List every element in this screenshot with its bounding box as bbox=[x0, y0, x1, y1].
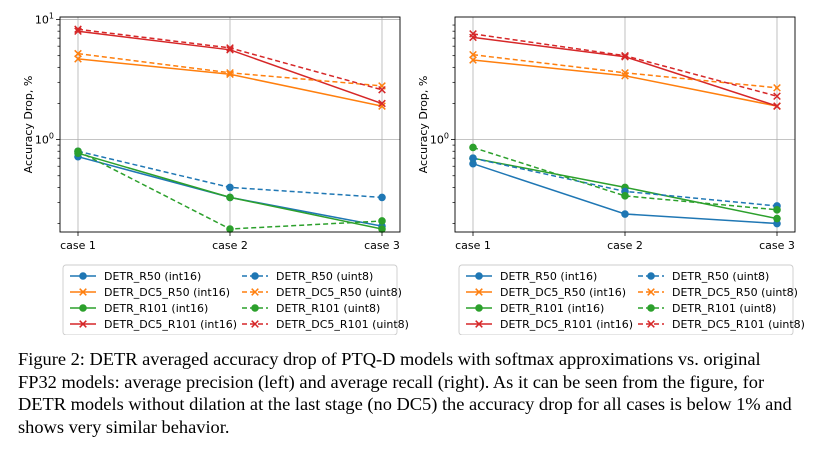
data-point-x bbox=[469, 50, 477, 59]
legend-marker-x bbox=[251, 320, 259, 328]
y-axis-label: Accuracy Drop, % bbox=[417, 76, 430, 174]
legend-marker-circle bbox=[475, 304, 483, 312]
data-point-x bbox=[226, 68, 234, 77]
legend-marker-circle bbox=[79, 272, 87, 280]
data-point-circle bbox=[773, 214, 781, 223]
legend-label: DETR_R50 (int16) bbox=[104, 270, 201, 283]
data-point-circle bbox=[74, 147, 82, 156]
data-point-circle bbox=[378, 217, 386, 225]
legend-marker-circle bbox=[647, 272, 655, 280]
data-point-x bbox=[773, 83, 781, 92]
legend-marker-circle bbox=[251, 304, 259, 312]
y-tick-label: 101 bbox=[35, 12, 54, 27]
figure-caption: Figure 2: DETR averaged accuracy drop of… bbox=[18, 349, 792, 437]
data-point-x bbox=[621, 68, 629, 77]
legend-marker-x bbox=[475, 288, 483, 296]
x-tick-label: case 2 bbox=[607, 239, 643, 252]
legend-label: DETR_DC5_R101 (uint8) bbox=[276, 318, 409, 331]
data-point-x bbox=[226, 70, 234, 79]
data-point-x bbox=[469, 30, 477, 38]
legend-label: DETR_DC5_R101 (uint8) bbox=[672, 318, 805, 331]
legend-label: DETR_R101 (int16) bbox=[500, 302, 604, 315]
legend-label: DETR_R101 (int16) bbox=[104, 302, 208, 315]
legend-label: DETR_DC5_R50 (uint8) bbox=[276, 286, 402, 299]
legend-marker-x bbox=[79, 320, 87, 328]
data-point-circle bbox=[378, 193, 386, 202]
legend-label: DETR_DC5_R50 (int16) bbox=[500, 286, 626, 299]
legend-marker-circle bbox=[251, 272, 259, 280]
legend-marker-x bbox=[79, 288, 87, 296]
legend-marker-x bbox=[251, 288, 259, 296]
data-point-circle bbox=[469, 154, 477, 163]
legend: DETR_R50 (int16) DETR_DC5_R50 (int16) DETR… bbox=[62, 264, 409, 336]
x-tick-label: case 2 bbox=[212, 239, 248, 252]
chart-figure-svg: 100 101 case 1 case 2 case 3 Accuracy Drop, %… bbox=[22, 12, 805, 336]
axes-frame bbox=[454, 16, 796, 233]
axes-frame bbox=[59, 16, 401, 233]
data-point-x bbox=[773, 102, 781, 110]
legend-marker-x bbox=[647, 320, 655, 328]
data-point-circle bbox=[773, 206, 781, 214]
data-point-circle bbox=[621, 210, 629, 218]
y-axis-label: Accuracy Drop, % bbox=[22, 76, 35, 174]
data-point-x bbox=[773, 92, 781, 101]
legend-marker-x bbox=[475, 320, 483, 328]
data-point-circle bbox=[378, 225, 386, 233]
x-tick-label: case 1 bbox=[455, 239, 491, 252]
data-point-circle bbox=[621, 192, 629, 200]
legend-marker-circle bbox=[475, 272, 483, 280]
x-tick-label: case 1 bbox=[60, 239, 96, 252]
legend-label: DETR_R101 (uint8) bbox=[276, 302, 380, 315]
data-point-x bbox=[226, 44, 234, 52]
x-tick-label: case 3 bbox=[759, 239, 795, 252]
legend: DETR_R50 (int16) DETR_DC5_R50 (int16) DETR… bbox=[458, 264, 805, 336]
data-point-x bbox=[378, 102, 386, 110]
data-point-circle bbox=[226, 193, 234, 202]
legend-label: DETR_DC5_R101 (int16) bbox=[104, 318, 237, 331]
chart-panel-2: 100 case 1 case 2 case 3 Accuracy Drop, % DET… bbox=[417, 16, 805, 336]
legend-label: DETR_R101 (uint8) bbox=[672, 302, 776, 315]
legend-marker-circle bbox=[79, 304, 87, 312]
data-point-x bbox=[74, 49, 82, 58]
legend-marker-x bbox=[647, 288, 655, 296]
data-point-x bbox=[378, 99, 386, 108]
data-point-x bbox=[378, 85, 386, 94]
data-point-circle bbox=[469, 143, 477, 152]
data-point-circle bbox=[226, 183, 234, 192]
legend-marker-circle bbox=[647, 304, 655, 312]
data-point-x bbox=[74, 25, 82, 34]
legend-label: DETR_R50 (uint8) bbox=[276, 270, 373, 283]
chart-panel-1: 100 101 case 1 case 2 case 3 Accuracy Drop, %… bbox=[22, 12, 409, 336]
legend-label: DETR_R50 (int16) bbox=[500, 270, 597, 283]
data-point-circle bbox=[226, 225, 234, 233]
y-tick-label: 100 bbox=[430, 132, 449, 147]
figure: 100 101 case 1 case 2 case 3 Accuracy Drop, %… bbox=[22, 12, 805, 336]
x-tick-label: case 3 bbox=[364, 239, 400, 252]
legend-label: DETR_R50 (uint8) bbox=[672, 270, 769, 283]
legend-label: DETR_DC5_R50 (int16) bbox=[104, 286, 230, 299]
data-point-x bbox=[226, 45, 234, 54]
data-point-x bbox=[621, 51, 629, 60]
legend-label: DETR_DC5_R101 (int16) bbox=[500, 318, 633, 331]
legend-label: DETR_DC5_R50 (uint8) bbox=[672, 286, 798, 299]
y-tick-label: 100 bbox=[35, 132, 54, 147]
